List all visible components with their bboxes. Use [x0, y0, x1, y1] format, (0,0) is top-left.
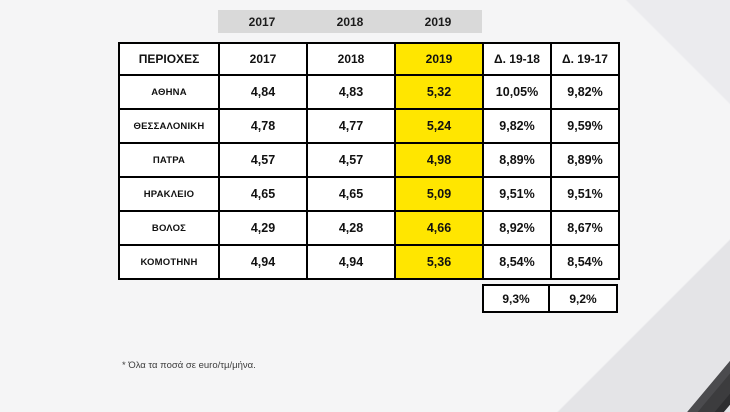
delta-cell: 8,89% — [482, 142, 552, 178]
table-row: ΑΘΗΝΑ 4,84 4,83 5,32 10,05% 9,82% — [118, 74, 620, 110]
region-cell: ΗΡΑΚΛΕΙΟ — [118, 176, 220, 212]
delta-cell: 8,92% — [482, 210, 552, 246]
table-row: ΚΟΜΟΤΗΝΗ 4,94 4,94 5,36 8,54% 8,54% — [118, 244, 620, 280]
table-row: ΗΡΑΚΛΕΙΟ 4,65 4,65 5,09 9,51% 9,51% — [118, 176, 620, 212]
value-2019-cell: 4,98 — [394, 142, 484, 178]
delta-cell: 8,67% — [550, 210, 620, 246]
value-cell: 4,94 — [218, 244, 308, 280]
value-cell: 4,57 — [306, 142, 396, 178]
value-cell: 4,84 — [218, 74, 308, 110]
table-body: ΑΘΗΝΑ 4,84 4,83 5,32 10,05% 9,82% ΘΕΣΣΑΛΟΝΙΚΗ 4… — [118, 74, 620, 280]
delta-cell: 10,05% — [482, 74, 552, 110]
value-2019-cell: 5,09 — [394, 176, 484, 212]
header-delta-19-18: Δ. 19-18 — [482, 42, 552, 76]
strip-year-2018: 2018 — [306, 10, 394, 33]
strip-year-2017: 2017 — [218, 10, 306, 33]
value-cell: 4,65 — [218, 176, 308, 212]
region-cell: ΠΑΤΡΑ — [118, 142, 220, 178]
delta-cell: 8,89% — [550, 142, 620, 178]
table-row: ΒΟΛΟΣ 4,29 4,28 4,66 8,92% 8,67% — [118, 210, 620, 246]
value-2019-cell: 5,36 — [394, 244, 484, 280]
value-cell: 4,65 — [306, 176, 396, 212]
header-2018: 2018 — [306, 42, 396, 76]
average-delta-19-18: 9,3% — [482, 284, 550, 313]
header-delta-19-17: Δ. 19-17 — [550, 42, 620, 76]
region-cell: ΘΕΣΣΑΛΟΝΙΚΗ — [118, 108, 220, 144]
value-cell: 4,57 — [218, 142, 308, 178]
averages-row: 9,3% 9,2% — [482, 284, 618, 313]
region-cell: ΚΟΜΟΤΗΝΗ — [118, 244, 220, 280]
value-cell: 4,77 — [306, 108, 396, 144]
value-cell: 4,83 — [306, 74, 396, 110]
header-regions: ΠΕΡΙΟΧΕΣ — [118, 42, 220, 76]
delta-cell: 9,82% — [482, 108, 552, 144]
region-cell: ΒΟΛΟΣ — [118, 210, 220, 246]
delta-cell: 8,54% — [482, 244, 552, 280]
value-cell: 4,94 — [306, 244, 396, 280]
region-cell: ΑΘΗΝΑ — [118, 74, 220, 110]
delta-cell: 9,51% — [482, 176, 552, 212]
year-strip: 2017 2018 2019 — [218, 10, 482, 33]
value-cell: 4,78 — [218, 108, 308, 144]
delta-cell: 9,51% — [550, 176, 620, 212]
header-2019: 2019 — [394, 42, 484, 76]
data-table: ΠΕΡΙΟΧΕΣ 2017 2018 2019 Δ. 19-18 Δ. 19-1… — [118, 42, 620, 280]
header-row: ΠΕΡΙΟΧΕΣ 2017 2018 2019 Δ. 19-18 Δ. 19-1… — [118, 42, 620, 76]
delta-cell: 8,54% — [550, 244, 620, 280]
strip-year-2019: 2019 — [394, 10, 482, 33]
delta-cell: 9,82% — [550, 74, 620, 110]
header-2017: 2017 — [218, 42, 308, 76]
value-2019-cell: 5,24 — [394, 108, 484, 144]
delta-cell: 9,59% — [550, 108, 620, 144]
value-2019-cell: 5,32 — [394, 74, 484, 110]
pencil-image — [668, 327, 730, 412]
footnote: * Όλα τα ποσά σε euro/τμ/μήνα. — [122, 360, 256, 371]
table-row: ΘΕΣΣΑΛΟΝΙΚΗ 4,78 4,77 5,24 9,82% 9,59% — [118, 108, 620, 144]
table-row: ΠΑΤΡΑ 4,57 4,57 4,98 8,89% 8,89% — [118, 142, 620, 178]
value-cell: 4,28 — [306, 210, 396, 246]
value-2019-cell: 4,66 — [394, 210, 484, 246]
value-cell: 4,29 — [218, 210, 308, 246]
average-delta-19-17: 9,2% — [550, 284, 618, 313]
